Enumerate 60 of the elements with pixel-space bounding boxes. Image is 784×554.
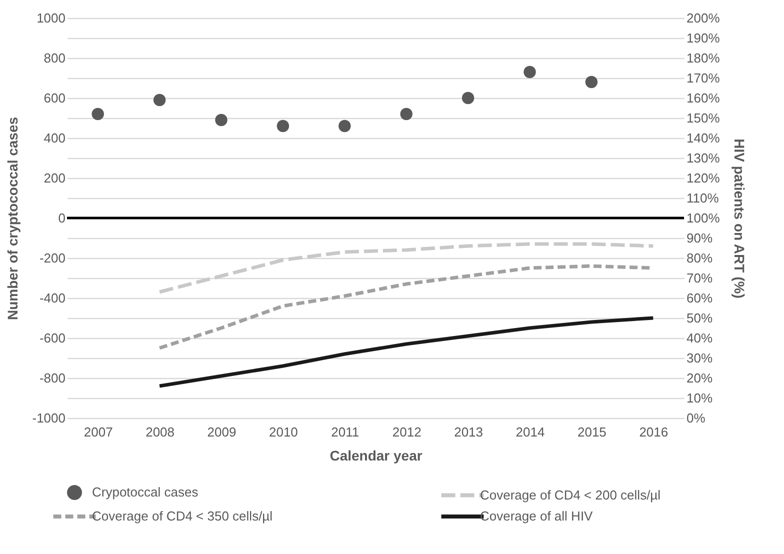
- legend-label: Coverage of CD4 < 200 cells/µl: [480, 487, 661, 502]
- y-tick-label: 600: [44, 90, 66, 106]
- x-tick-label: 2015: [577, 424, 606, 440]
- point: [524, 66, 536, 78]
- y2-tick-label: 180%: [686, 50, 720, 66]
- y2-tick-label: 160%: [686, 90, 720, 106]
- y2-tick-label: 60%: [686, 290, 713, 306]
- y2-tick-label: 90%: [686, 230, 713, 246]
- x-tick-label: 2007: [84, 424, 113, 440]
- point: [215, 114, 228, 126]
- point: [338, 120, 351, 132]
- y2-tick-label: 50%: [686, 310, 713, 326]
- y2-tick-label: 30%: [686, 350, 713, 366]
- x-tick-label: 2016: [639, 424, 668, 440]
- y2-tick-label: 130%: [686, 150, 720, 166]
- y2-tick-label: 140%: [686, 130, 720, 146]
- x-tick-label: 2008: [146, 424, 175, 440]
- y-tick-label: 400: [44, 130, 66, 146]
- point: [585, 76, 598, 88]
- line-series: [158, 316, 655, 388]
- x-tick-label: 2013: [454, 424, 484, 440]
- legend-label: Coverage of all HIV: [480, 508, 594, 524]
- y2-tick-label: 190%: [686, 30, 720, 46]
- y2-tick-label: 200%: [686, 10, 720, 26]
- point: [276, 120, 290, 132]
- point: [153, 94, 166, 106]
- y-axis-title: Number of cryptococcal cases: [4, 116, 20, 320]
- point: [92, 108, 104, 120]
- y-tick-label: -1000: [32, 410, 66, 426]
- y-tick-label: -800: [39, 370, 66, 386]
- legend-label: Crypotoccal cases: [92, 484, 199, 500]
- y2-tick-label: 100%: [686, 210, 720, 226]
- x-tick-label: 2010: [268, 424, 298, 440]
- y2-tick-label: 70%: [686, 270, 713, 286]
- y2-tick-label: 120%: [686, 170, 720, 186]
- y-tick-label: -600: [39, 330, 66, 346]
- x-tick-label: 2009: [207, 424, 236, 440]
- x-axis-title: Calendar year: [330, 448, 423, 464]
- y2-tick-label: 170%: [686, 70, 720, 86]
- y2-tick-label: 80%: [686, 250, 713, 266]
- y2-axis-title: HIV patients on ART (%): [732, 138, 748, 298]
- y-tick-label: 0: [58, 210, 66, 226]
- y2-tick-label: 110%: [686, 190, 720, 206]
- x-tick-label: 2012: [392, 424, 422, 440]
- y2-tick-label: 40%: [686, 330, 713, 346]
- x-tick-label: 2011: [331, 424, 360, 440]
- y-tick-label: 200: [44, 170, 66, 186]
- line-series: [158, 242, 655, 294]
- y-tick-label: -200: [39, 250, 66, 266]
- point: [400, 108, 412, 120]
- y2-tick-label: 10%: [686, 390, 713, 406]
- y2-tick-label: 20%: [686, 370, 713, 386]
- point: [462, 92, 474, 104]
- legend-label: Coverage of CD4 < 350 cells/µl: [92, 508, 273, 524]
- y-tick-label: 800: [44, 50, 66, 66]
- y-tick-label: -400: [39, 290, 66, 306]
- y-tick-label: 1000: [36, 10, 66, 26]
- x-tick-label: 2014: [516, 424, 545, 440]
- y2-tick-label: 150%: [686, 110, 720, 126]
- y2-tick-label: 0%: [686, 410, 706, 426]
